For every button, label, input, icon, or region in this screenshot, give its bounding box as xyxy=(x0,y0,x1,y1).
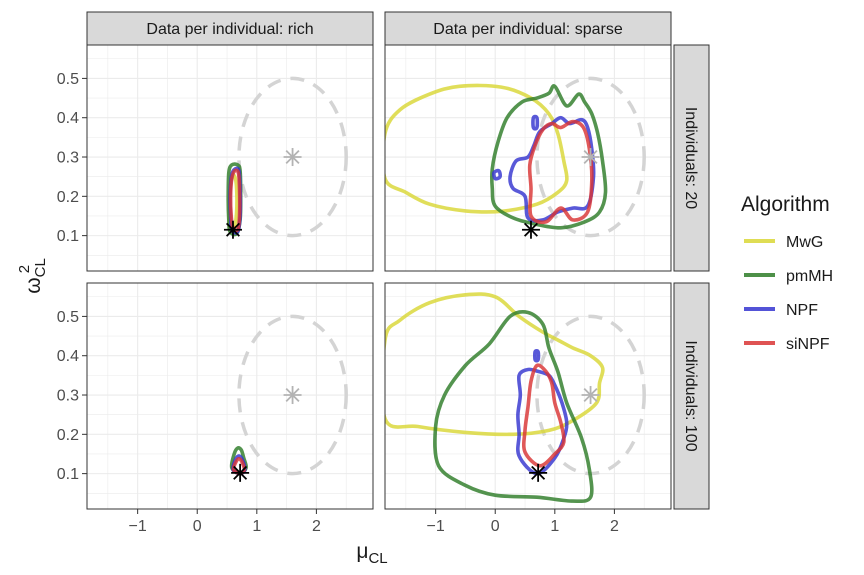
y-tick-label: 0.4 xyxy=(57,110,79,127)
y-tick-label: 0.1 xyxy=(57,228,79,245)
column-strip-rich xyxy=(86,11,374,46)
grid xyxy=(385,283,671,509)
column-strip-label-sparse: Data per individual: sparse xyxy=(433,21,623,38)
legend-entry-mwg: MwG xyxy=(744,234,823,251)
prior-contour xyxy=(535,76,646,238)
prior-contour xyxy=(237,76,348,238)
y-axis-title-main: ω xyxy=(22,277,45,293)
x-tick-label: −1 xyxy=(129,518,147,535)
panel-1 xyxy=(384,44,672,272)
panel-2 xyxy=(86,282,374,510)
y-tick-label: 0.1 xyxy=(57,466,79,483)
contour-mwg xyxy=(385,83,569,214)
panel-background xyxy=(87,283,373,509)
contour-pmmh xyxy=(489,84,608,230)
contour-npf xyxy=(533,349,541,363)
legend-label: pmMH xyxy=(786,268,833,285)
column-strips: Data per individual: rich Data per indiv… xyxy=(86,11,672,46)
x-tick-label: 1 xyxy=(550,518,559,535)
prior-mean-marker xyxy=(283,386,302,405)
contour-npf xyxy=(531,114,540,131)
panel-content xyxy=(385,292,646,504)
x-tick-label: 0 xyxy=(193,518,202,535)
panel-content xyxy=(223,76,348,239)
x-axis-title-main: μ xyxy=(356,540,368,563)
x-axis-title: μCL xyxy=(356,540,387,567)
panel-border xyxy=(384,282,672,510)
x-tick-label: −1 xyxy=(427,518,445,535)
panels-layer xyxy=(86,44,672,510)
grid xyxy=(87,45,373,271)
prior-mean-marker xyxy=(581,148,600,167)
prior-contour xyxy=(237,314,348,476)
row-strip-100 xyxy=(673,282,710,510)
x-tick-label: 2 xyxy=(312,518,321,535)
y-tick-label: 0.3 xyxy=(57,388,79,405)
legend-entry-sinpf: siNPF xyxy=(744,336,830,353)
row-strips: Individuals: 20 Individuals: 100 xyxy=(673,44,710,510)
contour-npf xyxy=(491,168,503,181)
x-tick-label: 1 xyxy=(252,518,261,535)
contour-sinpf xyxy=(521,363,566,468)
true-value-marker xyxy=(223,220,242,239)
legend-entry-pmmh: pmMH xyxy=(744,268,833,285)
svg-text:ωCL2: ωCL2 xyxy=(16,258,49,294)
prior-mean-marker xyxy=(581,386,600,405)
y-axis-title-sub: CL xyxy=(32,258,49,277)
panel-border xyxy=(86,282,374,510)
contour-npf xyxy=(508,115,596,223)
panel-3 xyxy=(384,282,672,510)
contour-sinpf xyxy=(527,119,594,225)
svg-text:μCL: μCL xyxy=(356,540,387,567)
true-value-marker xyxy=(521,220,540,239)
panel-content xyxy=(229,314,348,482)
true-value-marker xyxy=(231,463,250,482)
legend-title: Algorithm xyxy=(741,193,830,216)
x-tick-label: 2 xyxy=(610,518,619,535)
y-tick-label: 0.4 xyxy=(57,348,79,365)
legend: Algorithm MwG pmMH NPF siNPF xyxy=(741,193,833,353)
legend-label: NPF xyxy=(786,302,818,319)
row-strip-20 xyxy=(673,44,710,272)
legend-label: MwG xyxy=(786,234,823,251)
legend-label: siNPF xyxy=(786,336,830,353)
grid xyxy=(87,283,373,509)
legend-entry-npf: NPF xyxy=(744,302,818,319)
y-tick-label: 0.2 xyxy=(57,189,79,206)
panel-content xyxy=(385,76,646,239)
prior-mean-marker xyxy=(283,148,302,167)
column-strip-label-rich: Data per individual: rich xyxy=(146,21,313,38)
row-strip-label-20: Individuals: 20 xyxy=(682,107,699,209)
x-axis-title-sub: CL xyxy=(368,550,387,567)
true-value-marker xyxy=(529,463,548,482)
axes-layer: 0.1 0.2 0.3 0.4 0.5 0.1 0.2 0.3 0.4 0.5 −1 0 1 2 −1 0 1 2 xyxy=(57,71,619,535)
y-tick-label: 0.2 xyxy=(57,427,79,444)
x-tick-label: 0 xyxy=(491,518,500,535)
y-tick-label: 0.5 xyxy=(57,309,79,326)
row-strip-label-100: Individuals: 100 xyxy=(682,340,699,451)
y-axis-title-sup: 2 xyxy=(16,265,33,273)
column-strip-sparse xyxy=(384,11,672,46)
y-axis-title: ωCL2 xyxy=(16,258,49,294)
y-tick-label: 0.5 xyxy=(57,71,79,88)
contour-pmmh xyxy=(433,309,594,504)
panel-0 xyxy=(86,44,374,272)
y-tick-label: 0.3 xyxy=(57,150,79,167)
